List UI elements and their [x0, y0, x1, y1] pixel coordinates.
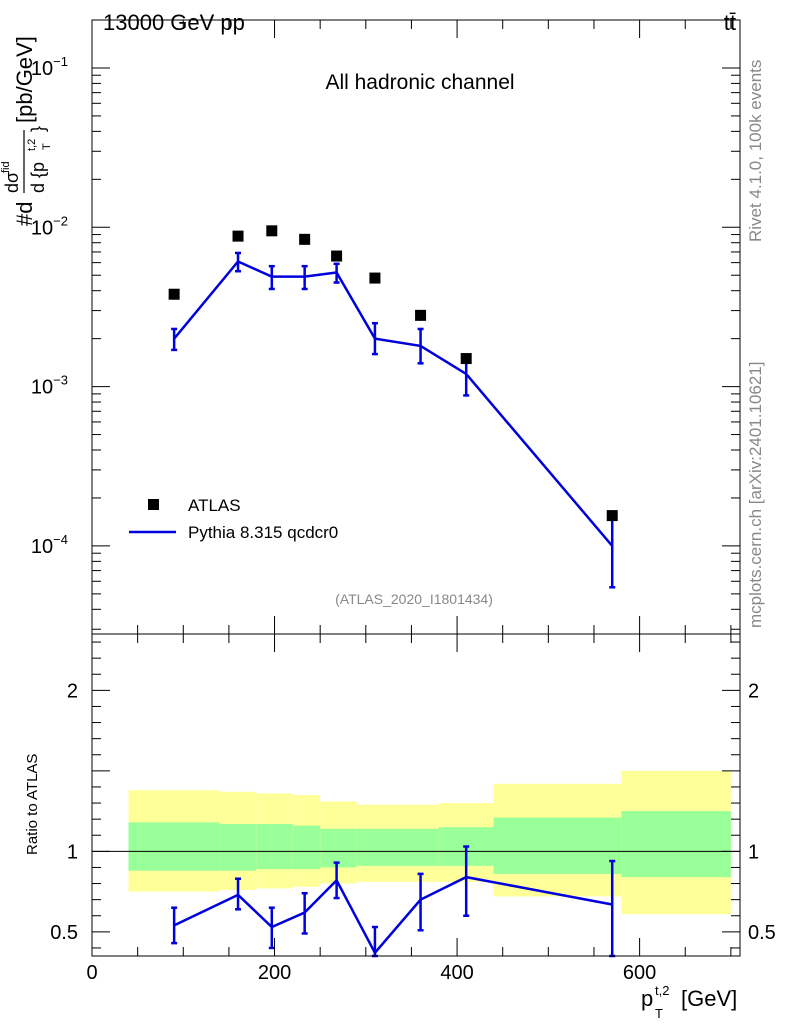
- ylabel-numerator: dσ: [2, 172, 22, 193]
- header-left-label: 13000 GeV pp: [103, 10, 245, 35]
- data-point: [266, 225, 278, 237]
- ratio-band-inner: [292, 825, 321, 870]
- xlabel-base: p: [641, 986, 653, 1011]
- main-panel: 10−1 10−2 10−3 10−4 All hadronic channel (A…: [0, 19, 741, 635]
- ratio-y-tick-label-right: 1: [748, 841, 759, 863]
- ratio-band-inner: [128, 822, 220, 871]
- data-point: [168, 288, 180, 300]
- x-tick-label: 600: [623, 962, 656, 984]
- ratio-y-tick-label: 0.5: [50, 922, 78, 944]
- legend: ATLAS Pythia 8.315 qcdcr0: [129, 496, 338, 542]
- xlabel-unit: [GeV]: [681, 986, 737, 1011]
- ratio-plot-frame: [91, 633, 741, 957]
- data-point: [606, 510, 618, 522]
- main-y-axis-label: #d dσ fid d {p t,2 T } [pb/GeV]: [0, 36, 53, 226]
- ratio-panel: 0 200 400 600 0.5 0.5 1 1 2 2 Ratio to ATLAS p t,…: [24, 633, 776, 1021]
- data-point: [460, 353, 472, 365]
- data-point: [232, 230, 244, 242]
- ratio-band-inner: [621, 811, 731, 878]
- main-plot-title: All hadronic channel: [325, 71, 514, 94]
- header-right-label: tt̄: [724, 10, 736, 35]
- x-tick-label: 200: [258, 962, 291, 984]
- ratio-band-inner: [256, 823, 293, 870]
- ylabel-denominator-sup: t,2: [26, 139, 38, 151]
- main-y-tick-label: 10−1: [31, 54, 68, 80]
- ratio-band-inner: [356, 828, 439, 866]
- x-tick-label: 400: [440, 962, 473, 984]
- xlabel-sup: t,2: [655, 983, 669, 998]
- ratio-y-tick-label: 1: [67, 841, 78, 863]
- ylabel-unit: [pb/GeV]: [12, 36, 37, 123]
- main-y-tick-label: 10−2: [31, 213, 68, 239]
- data-point: [369, 272, 381, 284]
- legend-label-pythia: Pythia 8.315 qcdcr0: [188, 523, 338, 542]
- ratio-band-inner: [219, 823, 257, 871]
- ratio-y-tick-label-right: 2: [748, 680, 759, 702]
- main-y-tick-label: 10−4: [31, 532, 68, 558]
- ratio-band-inner: [320, 828, 357, 868]
- main-y-tick-label: 10−3: [31, 373, 68, 399]
- data-point: [299, 233, 311, 245]
- legend-label-atlas: ATLAS: [188, 496, 241, 515]
- rivet-version-label: Rivet 4.1.0, 100k events: [746, 59, 765, 242]
- data-point: [331, 250, 343, 262]
- ratio-y-tick-label: 2: [67, 680, 78, 702]
- legend-marker-atlas: [148, 499, 159, 510]
- x-tick-label: 0: [86, 962, 97, 984]
- ratio-y-axis-label: Ratio to ATLAS: [24, 754, 41, 855]
- ylabel-denominator: d {p: [28, 162, 48, 193]
- ylabel-denominator-close: }: [28, 126, 48, 132]
- ylabel-numerator-sup: fid: [0, 161, 12, 173]
- watermark: (ATLAS_2020_I1801434): [335, 591, 493, 607]
- ylabel-denominator-sub: T: [41, 143, 53, 150]
- xlabel-sub: T: [655, 1006, 663, 1021]
- ylabel-prefix: #d: [12, 202, 37, 226]
- mcplots-label: mcplots.cern.ch [arXiv:2401.10621]: [746, 361, 765, 628]
- data-point: [415, 309, 427, 321]
- x-axis-label: p t,2 T [GeV]: [641, 983, 737, 1021]
- ratio-band-inner: [493, 817, 622, 874]
- ratio-y-tick-label-right: 0.5: [748, 922, 776, 944]
